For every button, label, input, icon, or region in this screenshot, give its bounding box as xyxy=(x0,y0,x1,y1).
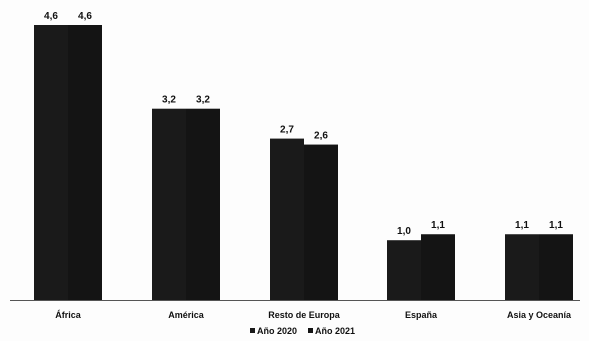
bar-2021-0 xyxy=(68,25,102,300)
value-label-2020-2: 2,7 xyxy=(280,125,294,136)
value-labels-layer: 4,6 4,6 3,2 3,2 2,7 2,6 1,0 1,1 1,1 1,1 xyxy=(44,11,563,237)
value-label-2021-3: 1,1 xyxy=(431,220,445,231)
value-label-2020-1: 3,2 xyxy=(162,95,176,106)
legend: Año 2020 Año 2021 xyxy=(250,326,355,336)
bar-2020-4 xyxy=(505,234,539,300)
legend-label-2021: Año 2021 xyxy=(315,326,355,336)
category-label-1: América xyxy=(168,310,205,320)
category-labels-layer: África América Resto de Europa España Asia y… xyxy=(55,310,572,320)
legend-swatch-2020 xyxy=(250,328,255,333)
value-label-2021-0: 4,6 xyxy=(78,11,92,22)
category-label-3: España xyxy=(405,310,438,320)
legend-swatch-2021 xyxy=(308,328,313,333)
bars-layer xyxy=(34,25,573,301)
bar-2021-1 xyxy=(186,108,220,301)
category-label-4: Asia y Oceanía xyxy=(507,310,572,320)
value-label-2020-4: 1,1 xyxy=(515,220,529,231)
bar-2021-4 xyxy=(539,234,573,300)
bar-2020-0 xyxy=(34,25,68,300)
value-label-2020-0: 4,6 xyxy=(44,11,58,22)
value-label-2021-1: 3,2 xyxy=(196,95,210,106)
value-label-2021-4: 1,1 xyxy=(549,220,563,231)
bar-2020-2 xyxy=(270,138,304,300)
bar-2021-2 xyxy=(304,144,338,300)
bar-2021-3 xyxy=(421,234,455,300)
bar-2020-1 xyxy=(152,108,186,301)
value-label-2021-2: 2,6 xyxy=(314,131,328,142)
bar-2020-3 xyxy=(387,240,421,300)
legend-label-2020: Año 2020 xyxy=(257,326,297,336)
category-label-0: África xyxy=(55,310,82,320)
category-label-2: Resto de Europa xyxy=(268,310,341,320)
value-label-2020-3: 1,0 xyxy=(397,226,411,237)
